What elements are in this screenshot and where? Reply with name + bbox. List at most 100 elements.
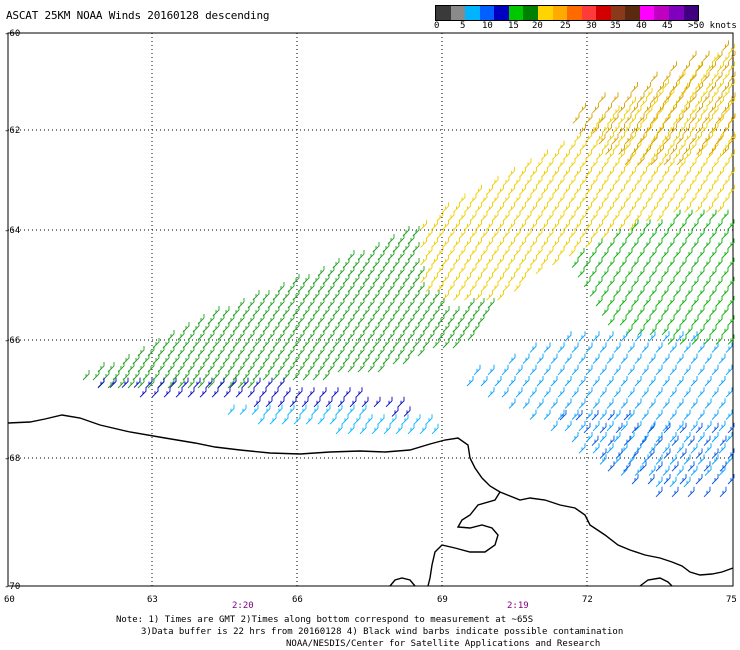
wind-barb (277, 314, 285, 325)
coastline (7, 414, 501, 587)
wind-barb (519, 219, 526, 231)
wind-barb (703, 238, 711, 249)
wind-barb (502, 281, 510, 292)
wind-barb (585, 432, 593, 443)
wind-barb (289, 396, 297, 408)
wind-barb (656, 175, 664, 187)
wind-barb (277, 330, 285, 341)
wind-barb (585, 149, 592, 160)
wind-barb (673, 209, 681, 220)
wind-barb (552, 149, 559, 160)
wind-barb (557, 387, 565, 398)
wind-barb (497, 219, 504, 231)
wind-barb (469, 211, 477, 222)
wind-barb (272, 290, 280, 301)
wind-barb (557, 364, 565, 376)
wind-barb (232, 306, 240, 317)
wind-barb (508, 353, 516, 364)
wind-barb (237, 314, 245, 325)
colorbar-label: 15 (508, 21, 519, 31)
wind-barb (715, 238, 723, 249)
wind-barb (253, 377, 261, 388)
wind-barb (690, 465, 698, 476)
wind-barb (643, 257, 651, 268)
wind-barb (420, 272, 427, 283)
wind-barb (574, 149, 581, 160)
wind-barb (655, 296, 663, 307)
wind-barb (706, 131, 713, 143)
colorbar-swatch (581, 6, 597, 20)
wind-barb (524, 246, 532, 257)
wind-barb (684, 167, 691, 178)
wind-barb (469, 281, 477, 292)
wind-barb (715, 257, 723, 268)
wind-barb (702, 113, 710, 124)
wind-barb (193, 377, 201, 388)
wind-barb (541, 219, 548, 231)
wind-barb (307, 330, 315, 341)
longitude-labels: 60 63 66 69 72 75 (4, 595, 737, 605)
wind-barb (347, 362, 355, 373)
wind-barb (684, 131, 691, 143)
wind-barb (662, 443, 670, 454)
wind-barb (397, 234, 405, 245)
graticule (8, 33, 733, 586)
wind-barb (678, 123, 686, 134)
wind-barb (619, 238, 627, 249)
wind-barb (382, 242, 390, 253)
wind-barb (700, 105, 708, 116)
wind-barb (641, 432, 649, 443)
wind-barb (683, 61, 690, 72)
coastline (389, 577, 416, 587)
wind-barb (715, 276, 723, 288)
wind-barb (715, 71, 723, 82)
wind-barb (585, 113, 593, 124)
wind-barb (667, 123, 675, 134)
wind-barb (651, 184, 658, 195)
wind-barb (650, 134, 658, 145)
wind-barb (725, 387, 733, 398)
wind-barb (292, 354, 300, 365)
wind-barb (689, 123, 697, 134)
wind-barb (229, 377, 237, 388)
wind-barb (637, 248, 645, 259)
wind-barb (524, 263, 532, 275)
wind-barb (718, 443, 726, 454)
wind-barb (649, 286, 657, 297)
colorbar-swatch (639, 6, 655, 20)
wind-barb (535, 246, 543, 257)
wind-barb (711, 158, 719, 169)
wind-barb (591, 410, 599, 421)
wind-barb (401, 414, 409, 425)
wind-barb (662, 167, 669, 178)
wind-barb (696, 144, 703, 155)
wind-barb (197, 346, 205, 357)
wind-barb (387, 250, 395, 261)
wind-barb (637, 154, 645, 166)
wind-barb (546, 158, 554, 169)
wind-barb (703, 315, 711, 326)
wind-barb (277, 346, 285, 357)
wind-barb (472, 306, 480, 317)
lon-label: 75 (726, 595, 737, 605)
wind-barb (684, 114, 691, 125)
wind-barb (458, 263, 466, 275)
wind-barb (596, 114, 603, 125)
wind-barb (519, 184, 526, 195)
wind-barb (655, 435, 663, 446)
wind-barb (709, 144, 716, 155)
wind-barb (327, 282, 335, 293)
wind-barb (661, 324, 669, 336)
wind-barb (349, 396, 357, 408)
wind-barb (649, 228, 657, 240)
wind-barb (679, 257, 687, 268)
wind-barb (571, 342, 579, 353)
wind-barb (572, 113, 580, 124)
wind-barb (662, 79, 669, 90)
wind-barb (601, 228, 609, 239)
wind-barb (212, 338, 220, 349)
wind-barb (670, 82, 677, 93)
wind-barb (377, 250, 385, 261)
wind-barb (365, 414, 373, 425)
wind-barb (598, 92, 606, 103)
